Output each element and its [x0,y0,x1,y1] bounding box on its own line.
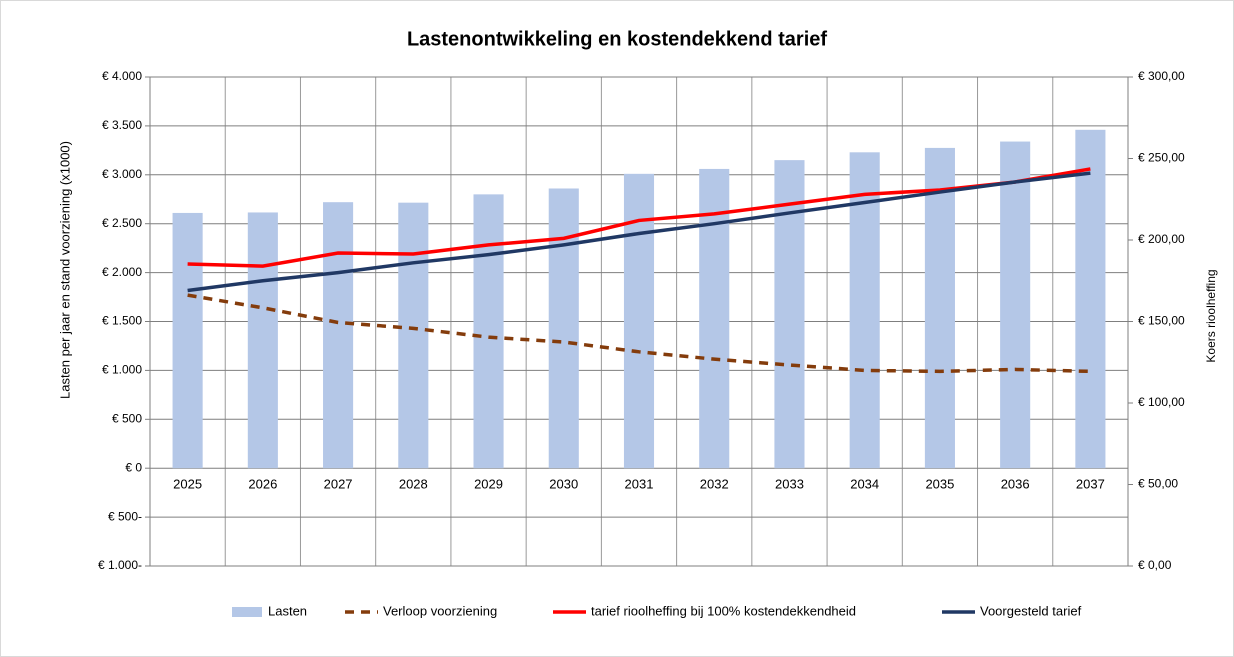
bar [924,147,955,469]
y-tick-label: € 0 [125,460,142,474]
y2-tick-label: € 200,00 [1138,232,1185,246]
y2-tick-label: € 0,00 [1138,558,1172,572]
x-tick-label: 2036 [1001,477,1030,492]
legend-label: Voorgesteld tarief [980,603,1082,618]
x-tick-label: 2035 [925,477,954,492]
legend-label: Lasten [268,603,307,618]
y2-tick-label: € 50,00 [1138,477,1178,491]
bar [247,212,278,469]
y2-axis-label: Koers rioolheffing [1204,269,1218,362]
line [187,171,1091,293]
bar [323,202,354,469]
legend-swatch [232,607,262,617]
x-tick-label: 2033 [775,477,804,492]
y-tick-label: € 500 [112,411,142,425]
legend-label: Verloop voorziening [383,603,497,618]
y2-tick-label: € 250,00 [1138,151,1185,165]
bar [1075,129,1106,469]
y-tick-label: € 1.500 [102,314,142,328]
y2-tick-label: € 100,00 [1138,395,1185,409]
y-tick-label: € 3.500 [102,118,142,132]
y-axis-label: Lasten per jaar en stand voorziening (x1… [57,141,72,399]
x-tick-label: 2032 [700,477,729,492]
bar [1000,141,1031,469]
bar [699,168,730,469]
x-tick-label: 2028 [399,477,428,492]
y-tick-label: € 2.500 [102,216,142,230]
y-tick-label: € 4.000 [102,69,142,83]
y-tick-label: € 500- [108,509,142,523]
x-tick-label: 2027 [324,477,353,492]
x-tick-label: 2029 [474,477,503,492]
y-tick-label: € 1.000- [98,558,142,572]
y-tick-label: € 1.000 [102,363,142,377]
line [187,167,1091,268]
y2-tick-label: € 150,00 [1138,314,1185,328]
y2-tick-label: € 300,00 [1138,69,1185,83]
chart-title: Lastenontwikkeling en kostendekkend tari… [407,28,827,50]
bar [548,188,579,469]
x-tick-label: 2030 [549,477,578,492]
y-tick-label: € 3.000 [102,167,142,181]
bar [172,212,203,469]
x-tick-label: 2031 [625,477,654,492]
bar [398,202,429,469]
y-tick-label: € 2.000 [102,265,142,279]
line [187,293,1091,374]
bar [473,194,504,469]
legend-label: tarief rioolheffing bij 100% kostendekke… [591,603,856,618]
x-tick-label: 2026 [248,477,277,492]
x-tick-label: 2025 [173,477,202,492]
x-tick-label: 2034 [850,477,879,492]
x-tick-label: 2037 [1076,477,1105,492]
